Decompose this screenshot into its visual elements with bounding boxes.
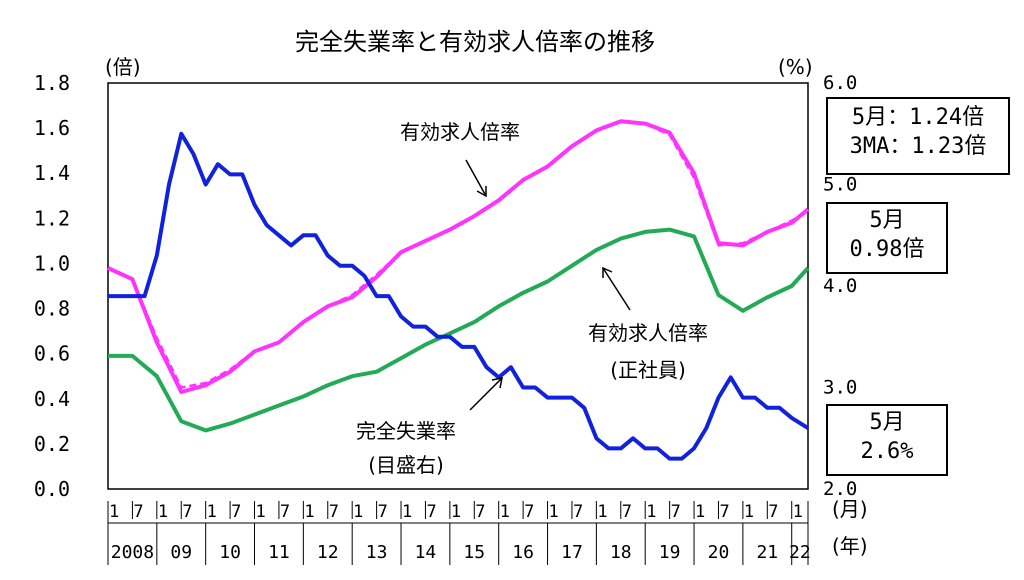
- callout-unemployment-line-1: 5月: [869, 410, 905, 435]
- left-axis-unit: (倍): [105, 55, 141, 79]
- annotation-unemployment-arrow: [469, 377, 503, 411]
- series-layer: [107, 119, 810, 461]
- x-month-label: 1: [256, 502, 266, 522]
- annotation-unemployment-arrowhead: [491, 377, 503, 389]
- annotation-unemployment-sub: (目盛右): [368, 453, 444, 477]
- x-year-label: 21: [756, 542, 778, 563]
- x-month-label: 1: [353, 502, 363, 522]
- series-line-2: [108, 227, 810, 433]
- x-year-label: 15: [463, 542, 485, 563]
- left-tick-label: 1.8: [34, 71, 70, 95]
- left-tick-label: 1.4: [34, 161, 70, 185]
- x-month-label: 7: [524, 502, 534, 522]
- x-month-label: 7: [329, 502, 339, 522]
- x-month-label: 1: [646, 502, 656, 522]
- callout-unemployment: 5月 2.6%: [826, 404, 948, 476]
- series-line-3: [108, 131, 810, 461]
- annotation-regular-ratio-arrow: [602, 267, 631, 311]
- x-year-label: 12: [317, 542, 339, 563]
- callout-job-ratio-line-2: 3MA：1.23倍: [849, 134, 987, 159]
- x-month-label: 7: [378, 502, 388, 522]
- left-tick-label: 0.2: [34, 432, 70, 456]
- x-month-label: 7: [182, 502, 192, 522]
- x-month-label: 1: [304, 502, 314, 522]
- left-tick-label: 0.8: [34, 297, 70, 321]
- right-axis: 2.0 3.0 4.0 5.0 6.0: [823, 72, 857, 500]
- x-month-label: 1: [695, 502, 705, 522]
- right-axis-unit: (%): [778, 55, 813, 79]
- x-year-label: 18: [610, 542, 632, 563]
- x-month-label: 1: [500, 502, 510, 522]
- x-year-label: 22: [789, 542, 811, 563]
- x-year-label: 19: [659, 542, 681, 563]
- x-year-label: 16: [512, 542, 534, 563]
- right-tick-label: 6.0: [823, 72, 857, 94]
- x-year-label: 20: [708, 542, 730, 563]
- x-month-label: 7: [475, 502, 485, 522]
- left-tick-label: 0.0: [34, 477, 70, 501]
- x-month-label: 7: [768, 502, 778, 522]
- annotation-unemployment: 完全失業率: [356, 419, 456, 443]
- left-tick-label: 1.2: [34, 206, 70, 230]
- left-tick-label: 1.0: [34, 251, 70, 275]
- plot-area: [107, 82, 809, 490]
- x-year-label: 14: [415, 542, 437, 563]
- x-month-label: 7: [133, 502, 143, 522]
- right-tick-label: 4.0: [823, 275, 857, 297]
- annotation-regular-ratio: 有効求人倍率: [588, 321, 708, 345]
- x-month-label: 1: [744, 502, 754, 522]
- series-line-1: [107, 120, 809, 389]
- callout-regular-ratio-line-2: 0.98倍: [849, 237, 925, 262]
- callout-job-ratio: 5月：1.24倍 3MA：1.23倍: [826, 97, 1010, 175]
- x-year-label: 09: [170, 542, 192, 563]
- left-axis: 0.0 0.2 0.4 0.6 0.8 1.0 1.2 1.4 1.6 1.8: [34, 71, 70, 501]
- annotations: 有効求人倍率 有効求人倍率 (正社員) 完全失業率 (目盛右): [356, 120, 708, 477]
- x-month-label: 7: [280, 502, 290, 522]
- x-year-unit: (年): [832, 534, 868, 558]
- annotation-regular-ratio-sub: (正社員): [610, 358, 686, 382]
- left-tick-label: 0.6: [34, 342, 70, 366]
- right-tick-label: 3.0: [823, 377, 857, 399]
- annotation-regular-ratio-arrowhead: [602, 266, 613, 278]
- x-month-label: 1: [549, 502, 559, 522]
- left-tick-label: 1.6: [34, 116, 70, 140]
- right-tick-label: 2.0: [823, 478, 857, 500]
- x-month-label: 1: [597, 502, 607, 522]
- annotation-job-ratio-arrowhead: [476, 186, 487, 198]
- x-month-label: 1: [451, 502, 461, 522]
- right-tick-label: 5.0: [823, 174, 857, 196]
- x-month-label: 7: [426, 502, 436, 522]
- x-month-label: 7: [671, 502, 681, 522]
- callout-regular-ratio-line-1: 5月: [869, 208, 905, 233]
- chart-title: 完全失業率と有効求人倍率の推移: [295, 28, 655, 56]
- callout-regular-ratio: 5月 0.98倍: [826, 202, 948, 274]
- annotation-job-ratio: 有効求人倍率: [400, 120, 520, 144]
- x-month-label: 7: [719, 502, 729, 522]
- x-month-label: 1: [109, 502, 119, 522]
- annotation-job-ratio-arrow: [465, 159, 487, 197]
- x-year-label: 11: [268, 542, 290, 563]
- x-month-label: 7: [573, 502, 583, 522]
- callout-job-ratio-line-1: 5月：1.24倍: [851, 105, 985, 130]
- left-tick-label: 0.4: [34, 387, 70, 411]
- x-year-label: 10: [219, 542, 241, 563]
- x-year-label: 17: [561, 542, 583, 563]
- x-year-label: 2008: [111, 542, 154, 563]
- x-month-label: 1: [207, 502, 217, 522]
- x-month-label: 7: [622, 502, 632, 522]
- x-month-label: 1: [402, 502, 412, 522]
- callout-unemployment-line-2: 2.6%: [860, 439, 914, 464]
- x-month-label: 1: [158, 502, 168, 522]
- x-month-unit: (月): [832, 497, 868, 521]
- x-month-label: 1: [793, 502, 803, 522]
- x-year-label: 13: [366, 542, 388, 563]
- x-month-label: 7: [231, 502, 241, 522]
